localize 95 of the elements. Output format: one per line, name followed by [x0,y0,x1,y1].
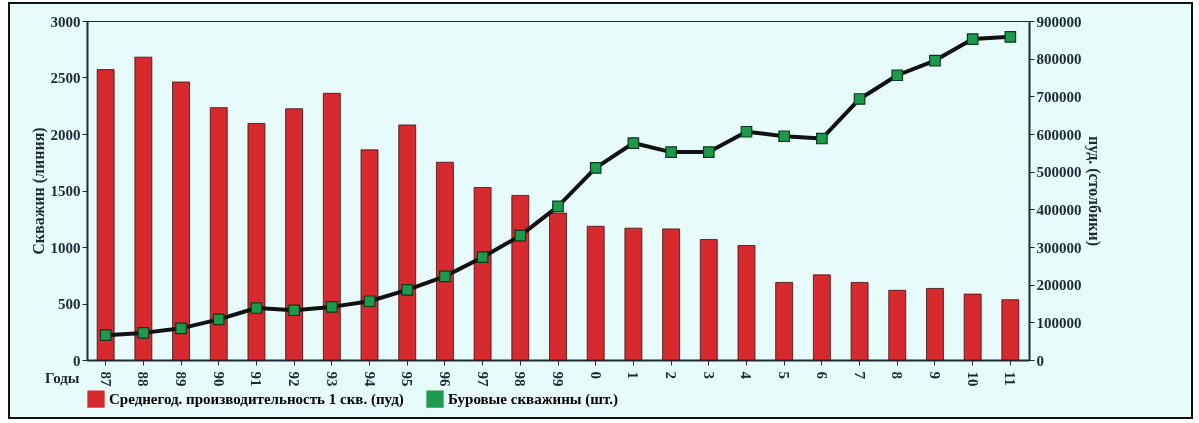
x-tick-label: 93 [323,371,340,387]
y-tick-label: 2500 [50,70,81,86]
x-tick-label: 94 [361,371,378,387]
point [250,302,263,314]
x-tick-label: 2 [663,371,680,379]
legend-label: Среднегод. производительность 1 скв. (пуд) [109,391,404,409]
x-tick-label: 95 [399,371,416,387]
bar [586,225,605,361]
point [891,69,904,82]
bar [511,195,530,361]
y-tick-label: 2000 [50,126,81,143]
bar [888,289,907,361]
point [476,251,489,264]
y-tick-label: 1500 [50,183,81,199]
bar [436,161,454,361]
bar [247,123,266,361]
y2-tick-label: 800000 [1036,51,1082,68]
bar [360,149,379,361]
y2-tick-label: 400000 [1036,201,1082,218]
y2-axis-title: пуд. (столбики) [1084,135,1103,247]
point [740,125,753,138]
x-tick-label: 1 [625,371,642,379]
x-tick-label: 6 [813,371,830,380]
x-tick-label: 99 [550,371,566,387]
y2-tick-label: 900000 [1036,13,1082,30]
bar [963,293,982,361]
bar [549,212,567,361]
x-tick-label: 4 [738,371,755,380]
x-tick-label: 88 [135,371,152,387]
x-tick-label: 11 [1002,371,1019,386]
bar [398,124,417,361]
y-tick-label: 1000 [50,239,81,256]
bar [322,92,341,361]
x-tick-label: 8 [889,371,906,379]
x-tick-label: 89 [173,371,190,387]
point [1004,30,1017,43]
y-tick-label: 500 [58,296,81,312]
point [966,33,979,45]
y2-tick-label: 700000 [1036,88,1082,105]
bar [473,187,492,361]
bar [737,245,756,361]
bar [134,56,153,361]
x-tick-label: 7 [851,371,868,380]
x-tick-label: 96 [436,371,453,387]
y-tick-label: 3000 [50,13,81,30]
point [853,93,866,105]
bar [699,239,718,361]
x-tick-label: 91 [248,371,265,387]
x-axis-title: Годы [44,369,80,386]
x-tick-label: 87 [97,371,114,387]
x-tick-label: 92 [286,371,303,387]
bar [850,282,869,361]
y2-tick-label: 600000 [1036,126,1082,143]
y2-tick-label: 500000 [1036,164,1082,181]
point [401,284,414,296]
point [627,137,640,149]
bar [209,107,228,361]
legend-label: Буровые скважины (шт.) [448,391,618,409]
x-tick-label: 10 [964,371,981,387]
y2-tick-label: 100000 [1036,314,1082,331]
point [702,146,715,158]
bar [172,81,190,361]
point [363,295,376,308]
bar [285,108,304,361]
x-tick-label: 9 [926,371,943,379]
x-tick-label: 97 [474,371,491,387]
bar [662,228,680,361]
point [552,200,564,213]
point [288,304,300,317]
y2-tick-label: 200000 [1036,277,1082,294]
point [99,329,112,341]
x-tick-label: 5 [776,371,793,379]
bar [624,227,643,361]
bar [1001,299,1020,361]
point [589,162,602,174]
point [212,313,225,326]
point [816,132,828,145]
bar [96,69,115,361]
point [439,270,451,283]
bar [775,282,794,361]
bar [812,274,831,361]
x-tick-label: 3 [700,371,717,379]
x-tick-label: 0 [587,371,604,379]
y-axis-title: Скважин (линия) [29,127,48,255]
point [325,301,338,313]
x-tick-label: 98 [512,371,529,387]
point [665,146,677,158]
point [929,54,941,67]
x-tick-label: 90 [210,371,227,387]
point [175,322,187,335]
point [137,327,150,339]
bar [926,288,944,361]
point [778,130,791,143]
point [514,229,527,242]
y2-tick-label: 300000 [1036,239,1082,256]
